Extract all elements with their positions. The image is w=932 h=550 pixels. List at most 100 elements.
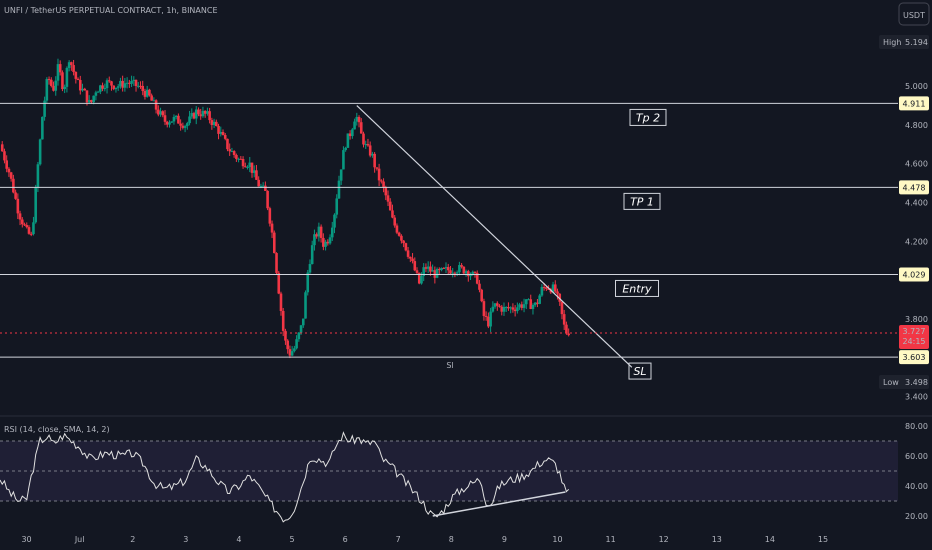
candle bbox=[424, 263, 428, 273]
time-tick-11: 11 bbox=[606, 535, 616, 544]
candle bbox=[34, 184, 37, 224]
candle bbox=[348, 130, 352, 140]
level-tag-0 bbox=[899, 96, 929, 111]
candle bbox=[493, 303, 497, 309]
current-price-tag: 3.727 24:15 bbox=[899, 325, 929, 350]
candle bbox=[110, 80, 113, 91]
candle bbox=[141, 80, 145, 96]
candle bbox=[413, 257, 417, 272]
candle bbox=[393, 215, 397, 228]
level-tag-text-0: 4.911 bbox=[903, 99, 926, 108]
candle bbox=[206, 107, 209, 116]
trendline[interactable] bbox=[356, 105, 633, 368]
level-tag-text-2: 4.029 bbox=[903, 270, 926, 279]
candle bbox=[194, 106, 198, 125]
time-axis[interactable]: 30 Jul 2 3 4 5 6 7 8 9 10 11 12 13 14 15 bbox=[21, 535, 828, 544]
candle bbox=[313, 229, 316, 251]
level-annotation-3[interactable]: SL bbox=[628, 362, 652, 380]
price-tick-3: 4.400 bbox=[905, 199, 928, 208]
candle bbox=[400, 234, 403, 244]
candle bbox=[435, 267, 439, 279]
candle bbox=[516, 302, 519, 314]
candle bbox=[397, 231, 401, 237]
level-annotation-text-0: Tp 2 bbox=[636, 111, 660, 124]
candle bbox=[170, 121, 174, 123]
candle bbox=[482, 298, 486, 321]
candle bbox=[212, 118, 216, 129]
candle bbox=[23, 222, 26, 227]
candle bbox=[163, 110, 167, 126]
candle bbox=[257, 176, 260, 187]
level-annotation-2[interactable]: Entry bbox=[615, 279, 659, 297]
candle bbox=[101, 82, 104, 92]
candle bbox=[21, 217, 24, 228]
candle bbox=[536, 299, 539, 308]
candle bbox=[188, 110, 191, 126]
candle bbox=[458, 261, 461, 276]
candle bbox=[440, 267, 443, 272]
rsi-tick-1: 60.00 bbox=[905, 452, 928, 461]
candle bbox=[119, 77, 122, 89]
candle bbox=[7, 167, 11, 177]
candle bbox=[495, 301, 499, 311]
candle bbox=[326, 239, 330, 246]
high-label: High bbox=[883, 38, 901, 47]
candle bbox=[49, 77, 53, 88]
time-tick-10: 10 bbox=[552, 535, 562, 544]
candle bbox=[94, 90, 98, 101]
rsi-divergence-line[interactable] bbox=[432, 491, 566, 517]
level-annotation-1[interactable]: TP 1 bbox=[623, 192, 661, 210]
horizontal-levels[interactable]: 4.911 Tp 2 4.478 TP 1 4.029 Entry 3.603 SL Sl bbox=[0, 96, 929, 380]
candle bbox=[70, 61, 73, 71]
level-tag-text-1: 4.478 bbox=[903, 183, 926, 192]
price-axis[interactable]: 5.000 4.800 4.600 4.400 4.200 3.800 3.400 bbox=[905, 82, 928, 401]
currency-button[interactable]: USDT bbox=[898, 2, 930, 26]
candle bbox=[375, 167, 379, 171]
candle bbox=[529, 294, 533, 310]
rsi-band-fill bbox=[0, 441, 898, 501]
level-annotation-0[interactable]: Tp 2 bbox=[629, 108, 667, 126]
candle bbox=[58, 60, 62, 76]
candle bbox=[239, 155, 243, 160]
candle bbox=[103, 83, 107, 92]
candle bbox=[487, 312, 490, 329]
candle bbox=[322, 233, 325, 251]
candle bbox=[261, 182, 265, 187]
candle bbox=[201, 106, 205, 118]
candle bbox=[351, 127, 354, 139]
candle bbox=[446, 263, 450, 275]
candle bbox=[150, 93, 153, 101]
candle bbox=[380, 179, 383, 184]
candle bbox=[252, 165, 256, 178]
candle bbox=[125, 77, 129, 89]
candle bbox=[438, 267, 441, 274]
candle bbox=[366, 138, 370, 147]
candle bbox=[143, 88, 147, 100]
candle bbox=[179, 119, 182, 131]
level-tag-3 bbox=[899, 350, 929, 365]
candle bbox=[116, 84, 120, 91]
candle bbox=[556, 288, 559, 300]
candle bbox=[14, 189, 17, 200]
candle bbox=[449, 265, 452, 275]
candle bbox=[491, 301, 495, 313]
candle bbox=[61, 70, 64, 92]
candle bbox=[518, 302, 521, 310]
candle bbox=[246, 165, 249, 170]
candle bbox=[134, 79, 138, 92]
candle bbox=[415, 267, 419, 275]
candle bbox=[362, 131, 365, 148]
candle bbox=[78, 75, 82, 95]
candle bbox=[67, 60, 71, 72]
candle bbox=[451, 267, 454, 278]
time-tick-1: Jul bbox=[74, 535, 85, 544]
candle bbox=[460, 263, 463, 269]
candle bbox=[353, 118, 356, 130]
candle bbox=[342, 146, 345, 170]
trendline-segment[interactable] bbox=[356, 105, 633, 368]
candle bbox=[81, 83, 84, 92]
candle bbox=[0, 141, 4, 152]
candle bbox=[192, 111, 196, 120]
candle bbox=[324, 239, 327, 251]
